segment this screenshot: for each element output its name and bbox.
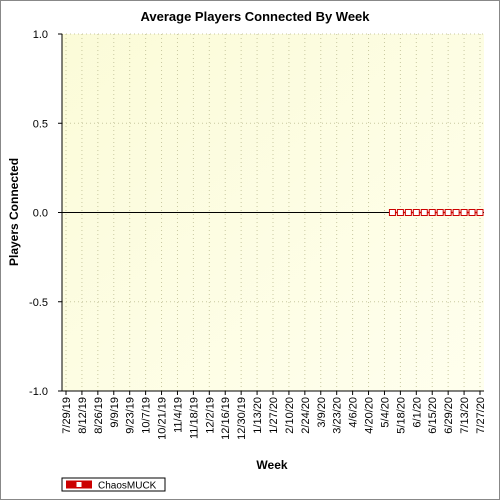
x-tick-label: 1/27/20 [268,397,280,434]
x-tick-label: 2/24/20 [300,397,312,434]
data-point [436,209,444,216]
y-tick-label: 1.0 [33,29,48,41]
y-tick-label: -0.5 [29,297,48,309]
x-tick-label: 4/20/20 [364,397,376,434]
data-point [452,209,460,216]
x-tick-label: 3/9/20 [316,397,328,428]
data-point [396,209,404,216]
y-tick-label: 0.5 [33,118,48,130]
legend-marker [75,481,83,488]
x-tick-label: 7/13/20 [459,397,471,434]
x-tick-label: 5/4/20 [379,397,391,428]
x-tick-label: 6/1/20 [411,397,423,428]
x-tick-label: 9/23/19 [125,397,137,434]
x-tick-label: 5/18/20 [395,397,407,434]
x-tick-label: 1/13/20 [252,397,264,434]
y-tick-label: 0.0 [33,208,48,220]
plot-layer: -1.0 -0.5 0.0 0.5 1.0 7/29/19 8/12/19 8/26/19 9/… [29,29,487,492]
legend-label: ChaosMUCK [98,481,157,492]
data-point [388,209,396,216]
x-tick-label: 10/21/19 [157,397,169,440]
x-tick-label: 12/30/19 [236,397,248,440]
y-tick-label: -1.0 [29,386,48,398]
x-axis-title: Week [256,458,287,472]
data-point [420,209,428,216]
x-tick-label: 12/16/19 [220,397,232,440]
x-tick-label: 6/15/20 [427,397,439,434]
y-axis-title: Players Connected [7,158,21,266]
x-tick-label: 6/29/20 [443,397,455,434]
x-tick-label: 7/27/20 [475,397,487,434]
x-tick-label: 9/9/19 [109,397,121,428]
x-tick-label: 3/23/20 [332,397,344,434]
x-tick-label: 12/2/19 [204,397,216,434]
data-point [460,209,468,216]
data-point [404,209,412,216]
x-tick-label: 7/29/19 [61,397,73,434]
data-point [428,209,436,216]
data-point [444,209,452,216]
x-tick-label: 2/10/20 [284,397,296,434]
x-tick-label: 11/4/19 [172,397,184,433]
x-tick-label: 11/18/19 [188,397,200,439]
chart-title: Average Players Connected By Week [140,9,370,24]
x-tick-label: 8/26/19 [93,397,105,434]
x-tick-label: 10/7/19 [141,397,153,434]
data-point [412,209,420,216]
data-point [476,209,484,216]
x-tick-label: 4/6/20 [348,397,360,428]
data-point [468,209,476,216]
x-tick-label: 8/12/19 [77,397,89,434]
